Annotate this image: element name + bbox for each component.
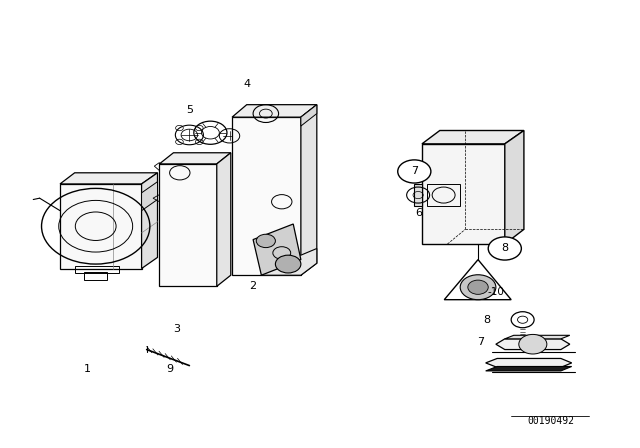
Polygon shape	[60, 184, 141, 268]
Polygon shape	[232, 105, 317, 117]
Polygon shape	[141, 173, 157, 268]
Text: 8: 8	[501, 243, 508, 254]
Circle shape	[519, 334, 547, 354]
Bar	[166, 185, 201, 204]
Text: 00190492: 00190492	[527, 416, 574, 426]
Bar	[166, 217, 201, 234]
Text: 5: 5	[186, 105, 193, 116]
Circle shape	[275, 255, 301, 273]
Polygon shape	[262, 249, 317, 275]
Polygon shape	[414, 184, 422, 206]
Polygon shape	[301, 105, 317, 126]
Text: 7: 7	[477, 337, 484, 347]
Polygon shape	[253, 224, 301, 275]
Text: 1: 1	[84, 364, 91, 374]
Text: 2: 2	[250, 281, 257, 291]
Polygon shape	[60, 173, 157, 184]
Polygon shape	[486, 366, 572, 371]
Polygon shape	[505, 335, 570, 339]
Circle shape	[397, 160, 431, 183]
Polygon shape	[486, 358, 572, 367]
Polygon shape	[217, 153, 231, 286]
Text: 8: 8	[483, 315, 490, 325]
Circle shape	[468, 280, 488, 294]
Polygon shape	[422, 144, 505, 244]
Polygon shape	[496, 339, 570, 349]
Circle shape	[460, 275, 496, 300]
Polygon shape	[232, 117, 301, 275]
Bar	[166, 247, 201, 264]
Polygon shape	[141, 182, 157, 211]
Polygon shape	[159, 153, 231, 164]
Circle shape	[488, 237, 522, 260]
Text: -10: -10	[488, 287, 504, 297]
Text: 6: 6	[415, 208, 422, 218]
Polygon shape	[159, 164, 217, 286]
Polygon shape	[301, 105, 317, 275]
Text: 4: 4	[243, 79, 250, 89]
Text: 3: 3	[173, 323, 180, 334]
Text: 7: 7	[411, 167, 418, 177]
Polygon shape	[422, 130, 524, 144]
Circle shape	[256, 234, 275, 248]
Polygon shape	[505, 130, 524, 244]
Text: 9: 9	[166, 364, 174, 374]
